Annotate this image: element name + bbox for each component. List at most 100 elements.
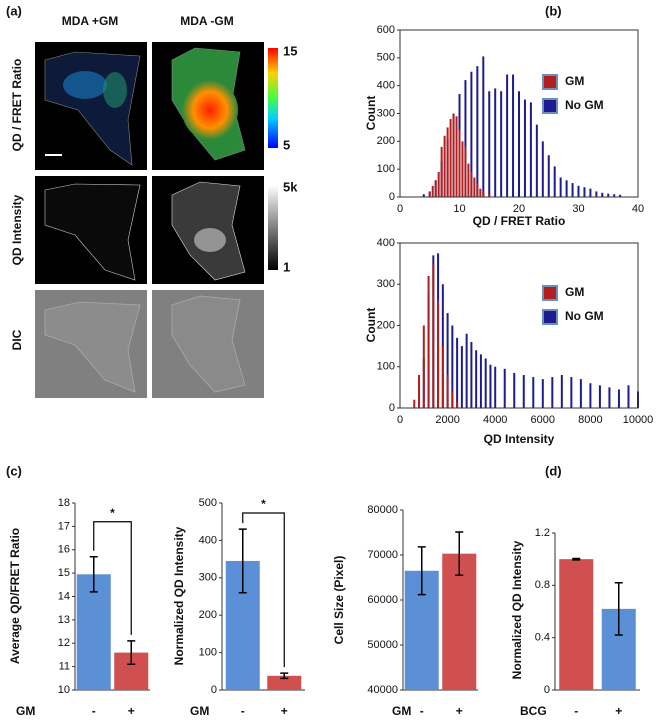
histogram-bar	[413, 399, 416, 408]
histogram-bar	[464, 80, 467, 197]
x-axis-label: GM	[16, 704, 35, 718]
y-tick-label: 0	[544, 684, 550, 696]
panel-label: (a)	[6, 3, 22, 18]
x-tick-label: -	[420, 704, 424, 718]
histogram-bar	[589, 188, 592, 197]
plot-frame	[399, 242, 639, 409]
y-tick-label: 15	[58, 567, 70, 579]
histogram-bar	[482, 56, 485, 197]
histogram-bar	[455, 116, 458, 197]
y-tick-label: 100	[377, 163, 395, 175]
x-axis-label: BCG	[520, 704, 547, 718]
histogram-bar	[432, 263, 435, 408]
histogram-bar	[465, 333, 468, 408]
y-tick-label: 60000	[367, 594, 398, 606]
error-bar	[572, 557, 581, 561]
histogram-bar	[547, 155, 550, 197]
x-tick-label: 4000	[483, 414, 507, 426]
histogram-bar	[506, 74, 509, 197]
legend-label: GM	[565, 285, 584, 299]
histogram-bar	[607, 193, 610, 197]
x-axis-label: GM	[190, 704, 209, 718]
histogram-bar	[535, 124, 538, 197]
x-tick-label: 30	[572, 203, 584, 215]
histogram-bar	[571, 183, 574, 197]
x-tick-label: +	[456, 704, 463, 718]
histogram-bar	[434, 180, 437, 197]
histogram-bar	[456, 401, 459, 408]
y-tick-label: 100	[199, 647, 217, 659]
colorbar-label: 15	[283, 43, 297, 58]
histogram-bar	[449, 119, 452, 197]
x-tick-label: 0	[397, 203, 403, 215]
error-bar	[89, 556, 98, 593]
y-tick-label: 300	[377, 107, 395, 119]
histogram-bar	[500, 91, 503, 197]
legend-label: GM	[565, 74, 584, 88]
y-tick-label: 40000	[367, 684, 398, 696]
histogram-bar	[565, 180, 568, 197]
y-tick-label: 11	[59, 661, 70, 673]
histogram-bar	[470, 71, 473, 197]
histogram-bar	[513, 372, 516, 408]
histogram-bar	[479, 354, 482, 408]
histogram-bar	[437, 300, 440, 408]
error-bar	[127, 640, 136, 666]
histogram-bar	[488, 91, 491, 197]
histogram-bar	[441, 346, 444, 408]
x-tick-label: +	[281, 704, 288, 718]
histogram-bar	[437, 171, 440, 197]
bar	[76, 574, 111, 690]
histogram-bar	[418, 375, 421, 408]
column-title: MDA -GM	[180, 14, 234, 28]
panel-label: (c)	[6, 463, 22, 478]
significance-mark: *	[261, 497, 266, 511]
column-title: MDA +GM	[62, 14, 119, 28]
legend-swatch	[542, 98, 558, 114]
histogram-bar	[473, 177, 476, 197]
y-tick-label: 200	[377, 135, 395, 147]
y-tick-label: 0	[389, 191, 395, 203]
y-tick-label: 0.4	[535, 632, 550, 644]
x-tick-label: +	[128, 704, 135, 718]
significance-bracket	[242, 512, 285, 668]
y-tick-label: 0	[389, 402, 395, 414]
x-tick-label: 10	[453, 203, 465, 215]
histogram-bar	[476, 183, 479, 197]
histogram-bar	[458, 130, 461, 197]
histogram-bar	[503, 368, 506, 408]
y-tick-label: 400	[377, 80, 395, 92]
histogram-bar	[583, 187, 586, 197]
error-bar	[238, 528, 247, 594]
y-tick-label: 14	[58, 590, 70, 602]
histogram-bar	[608, 387, 611, 408]
histogram-bar	[617, 389, 620, 408]
histogram-bar	[440, 146, 443, 197]
cell	[44, 183, 141, 281]
y-tick-label: 200	[199, 609, 217, 621]
y-tick-label: 0	[211, 684, 217, 696]
histogram-bar	[443, 135, 446, 197]
y-axis-label: Count	[364, 96, 378, 131]
x-axis-label: GM	[392, 704, 411, 718]
y-axis-label: Normalized QD Intensity	[172, 526, 186, 665]
x-tick-label: -	[574, 704, 578, 718]
histogram-bar	[452, 113, 455, 197]
histogram-bar	[479, 188, 482, 197]
histogram-bar	[428, 191, 431, 197]
cell	[171, 295, 246, 393]
y-tick-label: 12	[58, 637, 70, 649]
cell-signal	[182, 80, 238, 140]
histogram-bar	[475, 350, 478, 408]
histogram-bar	[613, 194, 616, 197]
legend-label: No GM	[565, 309, 604, 323]
histogram-bar	[560, 375, 563, 408]
cell-signal	[103, 72, 127, 108]
y-tick-label: 200	[377, 319, 395, 331]
y-tick-label: 500	[199, 497, 217, 509]
histogram-bar	[431, 185, 434, 197]
colorbar-label: 5	[283, 137, 290, 152]
cell-signal	[63, 71, 107, 99]
y-tick-label: 80000	[367, 504, 398, 516]
histogram-bar	[541, 379, 544, 408]
